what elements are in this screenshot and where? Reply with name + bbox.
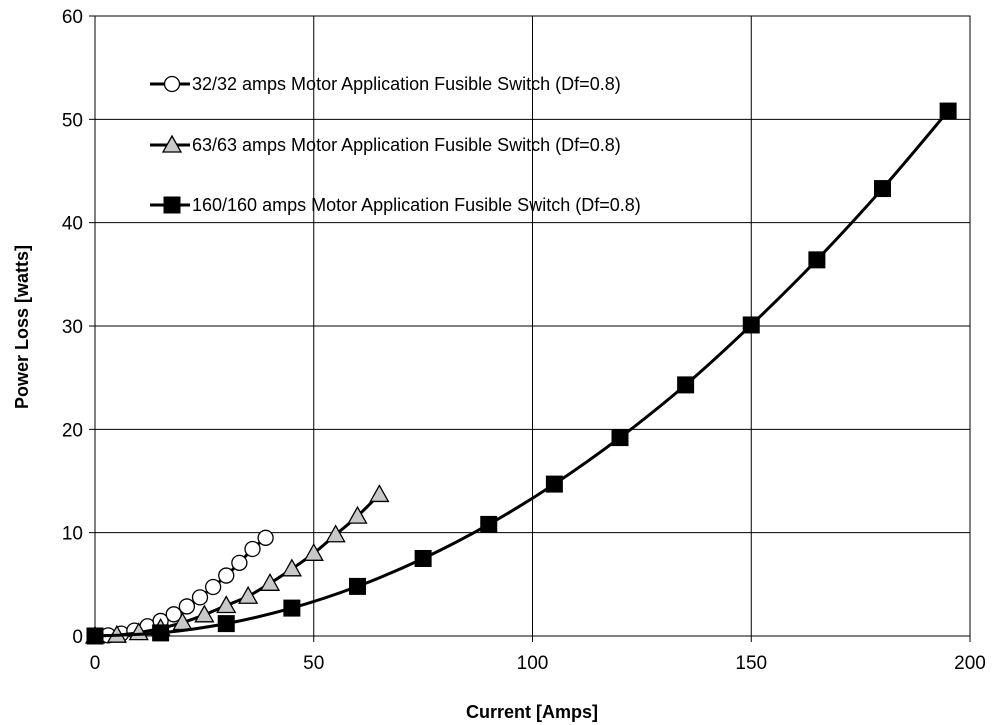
legend-entry-2: 63/63 amps Motor Application Fusible Swi… bbox=[150, 134, 621, 155]
data-point-marker bbox=[874, 180, 891, 198]
data-point-marker bbox=[218, 567, 235, 584]
grid bbox=[94, 15, 971, 637]
series-line bbox=[94, 110, 950, 638]
x-tick-label: 100 bbox=[517, 653, 549, 674]
data-point-marker bbox=[808, 251, 826, 269]
data-point-marker bbox=[677, 376, 695, 394]
x-axis-title: Current [Amps] bbox=[466, 702, 598, 722]
data-point-marker bbox=[244, 540, 261, 558]
data-point-marker bbox=[325, 524, 346, 543]
legend-label: 160/160 amps Motor Application Fusible S… bbox=[192, 195, 641, 215]
y-tick-label: 30 bbox=[62, 317, 83, 338]
y-tick-label: 40 bbox=[62, 214, 83, 235]
legend-label: 63/63 amps Motor Application Fusible Swi… bbox=[192, 135, 621, 155]
data-point-marker bbox=[178, 598, 196, 615]
legend-marker bbox=[163, 196, 181, 214]
data-point-marker bbox=[545, 475, 563, 493]
data-point-marker bbox=[369, 484, 390, 503]
series-3 bbox=[86, 102, 957, 645]
x-tick-label: 150 bbox=[735, 653, 767, 674]
series-layer bbox=[84, 102, 957, 645]
data-point-marker bbox=[611, 429, 629, 447]
data-point-marker bbox=[283, 599, 301, 617]
y-tick-label: 20 bbox=[62, 420, 83, 441]
data-point-marker bbox=[281, 558, 302, 577]
legend-marker bbox=[161, 134, 183, 153]
x-tick-label: 0 bbox=[90, 653, 101, 674]
legend-marker bbox=[163, 75, 181, 93]
legend-entry-3: 160/160 amps Motor Application Fusible S… bbox=[150, 195, 641, 215]
x-tick-label: 50 bbox=[303, 653, 324, 674]
y-axis-title: Power Loss [watts] bbox=[12, 245, 32, 409]
legend-entry-1: 32/32 amps Motor Application Fusible Swi… bbox=[150, 74, 621, 94]
data-point-marker bbox=[238, 585, 259, 604]
y-tick-label: 60 bbox=[62, 7, 83, 28]
data-point-marker bbox=[480, 515, 498, 533]
data-point-marker bbox=[194, 604, 215, 623]
x-tick-label: 200 bbox=[954, 653, 986, 674]
legend-label: 32/32 amps Motor Application Fusible Swi… bbox=[192, 74, 621, 94]
data-point-marker bbox=[259, 572, 281, 591]
series-2 bbox=[84, 484, 390, 644]
data-point-marker bbox=[204, 578, 222, 596]
y-tick-label: 50 bbox=[62, 110, 83, 131]
data-point-marker bbox=[742, 316, 760, 334]
data-point-marker bbox=[231, 554, 248, 571]
data-point-marker bbox=[939, 102, 957, 120]
data-point-marker bbox=[414, 550, 432, 567]
data-point-marker bbox=[349, 577, 366, 595]
data-point-marker bbox=[191, 589, 209, 606]
y-tick-label: 10 bbox=[62, 524, 83, 545]
data-point-marker bbox=[216, 595, 237, 614]
data-point-marker bbox=[152, 624, 170, 642]
legend: 32/32 amps Motor Application Fusible Swi… bbox=[150, 74, 641, 215]
data-point-marker bbox=[303, 543, 324, 561]
data-point-marker bbox=[165, 606, 182, 623]
data-point-marker bbox=[347, 505, 368, 524]
tick-labels: 0 10 20 30 40 50 60 0 50 100 150 200 bbox=[62, 7, 986, 674]
data-point-marker bbox=[217, 615, 235, 633]
y-tick-label: 0 bbox=[72, 627, 83, 648]
data-point-marker bbox=[257, 529, 274, 546]
